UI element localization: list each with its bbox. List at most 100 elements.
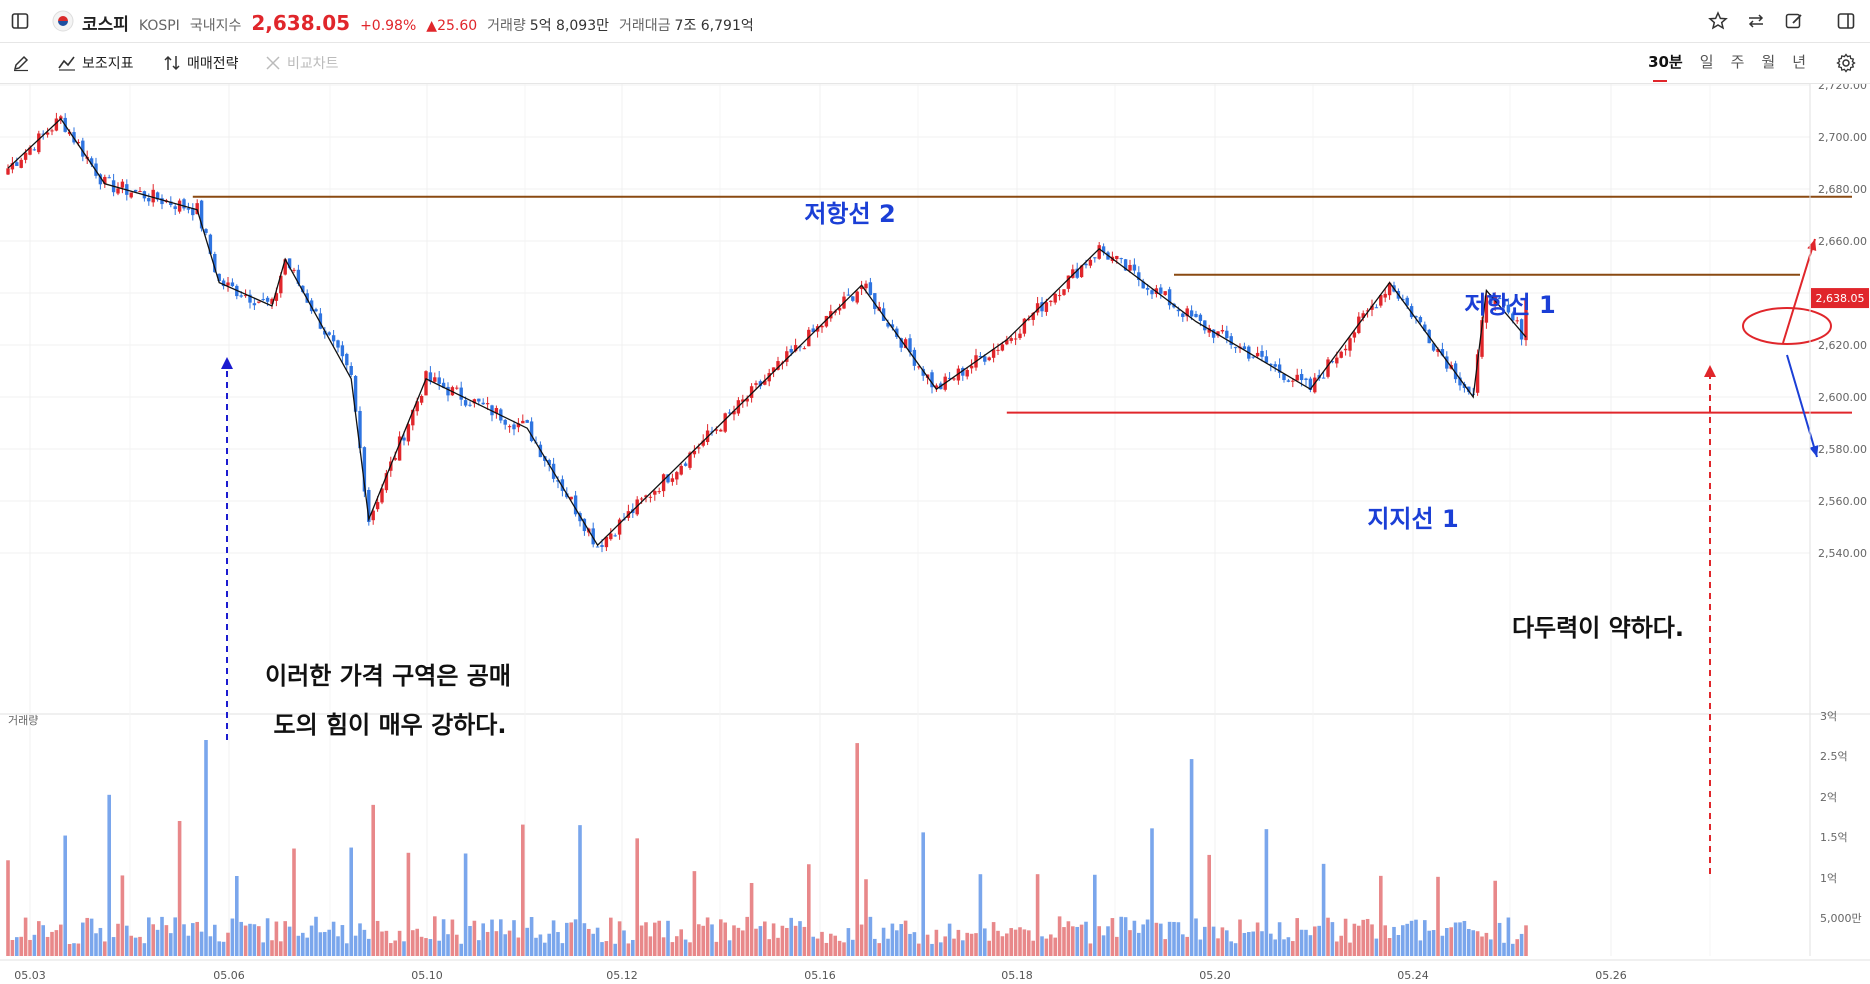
volume-bar: [679, 929, 683, 956]
volume-bar: [81, 922, 85, 956]
volume-bar: [582, 923, 587, 956]
candle-body: [1352, 332, 1357, 338]
candle-body: [776, 361, 780, 370]
candle-body: [89, 158, 94, 165]
volume-bar: [450, 919, 455, 956]
volume-bar: [925, 934, 930, 956]
candle-body: [59, 116, 63, 119]
candle-body: [371, 510, 375, 521]
candle-body: [1286, 380, 1291, 382]
volume-bar: [824, 942, 829, 956]
candle-body: [472, 399, 477, 404]
candle-body: [886, 322, 890, 327]
tab-week[interactable]: 주: [1730, 53, 1745, 71]
volume-bar: [1392, 926, 1396, 956]
blue-dashed-arrow-head: [221, 357, 233, 369]
candle-body: [1009, 338, 1013, 341]
candle-body: [996, 349, 1000, 351]
volume-bar: [1049, 934, 1053, 956]
candle-body: [868, 282, 873, 295]
candle-body: [424, 371, 428, 396]
volume-bar: [371, 804, 375, 956]
volume-bar: [1317, 925, 1321, 956]
star-icon[interactable]: [1703, 6, 1733, 36]
volume-bar: [265, 918, 270, 956]
volume-bar: [138, 936, 142, 956]
volume-bar: [85, 917, 89, 956]
tab-day[interactable]: 일: [1699, 53, 1714, 71]
volume-label: 거래량: [487, 18, 526, 34]
volume-bar: [631, 939, 635, 956]
candle-body: [41, 133, 45, 135]
strategy-button[interactable]: 매매전략: [163, 53, 239, 73]
candle-body: [604, 536, 609, 548]
volume-bar: [1467, 928, 1471, 956]
candle-body: [1414, 316, 1418, 318]
panel-toggle-icon[interactable]: [1831, 6, 1861, 36]
candle-body: [199, 200, 204, 229]
candle-body: [1475, 354, 1480, 393]
candle-body: [767, 373, 771, 382]
ticker-summary: 코스피 KOSPI 국내지수 2,638.05 +0.98% ▲25.60 거래…: [82, 10, 754, 35]
volume-bar: [28, 939, 32, 956]
volume-bar: [331, 921, 336, 956]
red-dashed-arrow-head: [1704, 365, 1716, 377]
volume-bar: [107, 794, 111, 956]
volume-bar: [147, 917, 151, 956]
volume-bar: [569, 922, 573, 956]
tab-year[interactable]: 년: [1792, 53, 1806, 71]
volume-bar: [1436, 876, 1440, 956]
candle-body: [243, 295, 248, 297]
volume-bar: [1511, 943, 1515, 956]
compare-icon: [266, 56, 280, 70]
candle-body: [1304, 378, 1308, 380]
volume-bar: [692, 871, 697, 956]
volume-bar: [1216, 938, 1220, 956]
candle-body: [785, 351, 789, 362]
volume-bar: [705, 917, 710, 956]
candle-body: [719, 429, 723, 432]
volume-bar: [142, 943, 147, 956]
volume-bar: [1128, 930, 1132, 956]
candle-body: [1445, 356, 1449, 369]
volume-bar: [1137, 932, 1141, 956]
candle-body: [1176, 309, 1181, 312]
candle-body: [23, 152, 28, 160]
volume-bar: [565, 922, 569, 956]
volume-bar: [472, 920, 477, 956]
indicators-button[interactable]: 보조지표: [58, 53, 134, 73]
settings-icon[interactable]: [1831, 48, 1861, 78]
volume-bar: [1348, 942, 1352, 956]
volume-bar: [1163, 939, 1167, 956]
edit-icon[interactable]: [1779, 6, 1809, 36]
sidebar-toggle-icon[interactable]: [5, 6, 35, 36]
candle-body: [793, 345, 798, 352]
volume-bar: [1370, 924, 1374, 956]
candle-body: [859, 285, 864, 290]
candle-body: [1137, 272, 1141, 280]
volume-bar: [1440, 935, 1445, 956]
volume-bar: [961, 940, 965, 956]
candle-body: [947, 377, 952, 379]
candle-body: [1361, 313, 1365, 318]
candle-body: [613, 535, 617, 537]
volume-bar: [239, 921, 243, 956]
swap-icon[interactable]: [1741, 6, 1771, 36]
compare-button[interactable]: 비교차트: [265, 53, 339, 73]
volume-bar: [1383, 925, 1387, 956]
candle-body: [1229, 336, 1233, 345]
volume-panel-label: 거래량: [8, 714, 38, 727]
volume-bar: [314, 916, 318, 956]
volume-bar: [19, 936, 23, 956]
candle-body: [50, 130, 54, 132]
candle-body: [1018, 333, 1022, 339]
volume-bar: [745, 916, 749, 956]
volume-bar: [490, 919, 494, 956]
pencil-icon[interactable]: [6, 48, 36, 78]
candle-body: [437, 377, 441, 384]
tab-month[interactable]: 월: [1761, 53, 1776, 71]
candle-body: [19, 159, 23, 168]
tab-30min[interactable]: 30분: [1648, 53, 1683, 71]
candle-body: [1374, 307, 1379, 309]
